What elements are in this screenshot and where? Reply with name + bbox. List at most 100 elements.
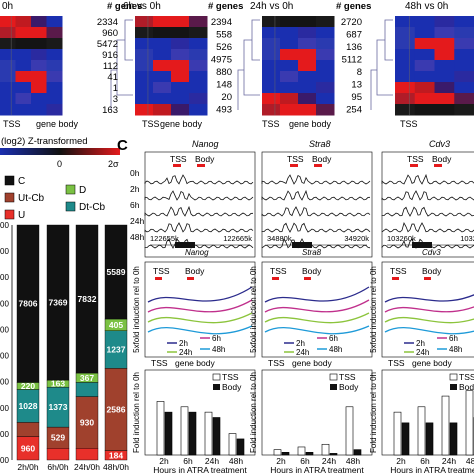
heatmap-title-48h: 48h vs 0h [405,1,448,12]
heatmap-cell [298,82,317,94]
line-legend-label: 48h [449,345,462,354]
heatmap-cell [0,104,16,116]
tss-region-mark [173,164,181,167]
gene-count: 4975 [211,55,232,66]
heatmap-cell [395,60,416,72]
heatmap-cell [31,49,47,61]
line-x-body: gene body [412,358,452,368]
heatmap-cell [153,82,172,94]
line-tss-label: TSS [153,266,170,276]
segment-label: 405 [109,320,123,330]
heatmap-cell [46,16,63,28]
heatmap-cell [454,60,474,72]
stacked-bar-chart: 00 00 00 00 00 00 00 00 00 00 960 1028 220 7806 2h/0h 5… [0,221,129,472]
fold-bar [188,411,197,456]
heatmap-cell [15,93,32,105]
fold-bar [449,422,458,456]
coord-end: 122665k [223,234,252,243]
heatmap-cell [395,27,416,39]
segment-label: 7369 [49,298,68,308]
line-x-tss: TSS [268,358,285,368]
bar-y-label: Fold induction rel to 0h [369,372,378,453]
heatmap-cell [15,38,32,50]
heatmap-cell [189,27,208,39]
track-body-label: Body [195,154,215,164]
heatmap-tss-label-3: TSS [262,119,280,129]
tss-region-mark [290,164,298,167]
bar-y-label: Fold induction rel to 0h [249,372,258,453]
gene-count: 880 [216,67,232,78]
heatmap-cell [316,38,335,50]
heatmap-cell [171,71,190,83]
heatmap-cell [0,38,16,50]
bar-legend-tss: TSS [222,372,239,382]
fold-bar [321,443,330,456]
heatmap-cell [31,38,47,50]
heatmap-cell [153,27,172,39]
heatmap-cell [262,49,281,61]
heatmap-cell [454,38,474,50]
heatmap-cell [262,16,281,28]
ytick-label: 00 [0,325,9,334]
ytick-label: 00 [0,352,9,361]
signal-track [261,237,371,249]
fold-bar [180,406,189,456]
heatmap-cell [262,93,281,105]
fold-bar [425,422,434,456]
line-body-label: Body [422,266,442,276]
bar-x-tick: 2h [276,456,286,466]
heatmap-cell [414,38,435,50]
genes-header-1: # genes [107,1,142,12]
legend-swatch-tss [212,373,221,381]
segment-label: 7832 [78,294,97,304]
signal-track [261,222,371,233]
heatmap-tss-label-1: TSS [3,119,21,129]
heatmap-cell [189,104,208,116]
bar-x-label: Hours in ATRA treatment [270,465,364,474]
coord-start: 122655k [150,234,179,243]
colorscale-bar [0,148,120,155]
heatmap-cell [262,71,281,83]
heatmap-cell [262,82,281,94]
heatmap-cell [15,16,32,28]
fold-bar [204,411,213,456]
gene-count: 558 [216,30,232,41]
heatmap-cell [153,93,172,105]
stack-legend: C Ut-Cb U D Dt-Cb [4,175,106,221]
fold-bar [273,449,282,456]
line-body-label: Body [185,266,205,276]
fold-bar [156,401,165,456]
track-body-label: Body [432,154,452,164]
heatmap-cell [262,38,281,50]
bar-x-label: 6h/0h [47,462,69,472]
segment-label: 930 [80,417,94,427]
line-x-body: gene body [292,358,332,368]
heatmap-cell [171,16,190,28]
legend-swatch-body [213,384,220,390]
heatmap-cell [153,71,172,83]
heatmap-cell [15,82,32,94]
signal-track [261,206,371,217]
bar-y-label: Fold induction rel to 0h [132,372,141,453]
heatmap-cell [0,82,16,94]
line-plot-frame [261,261,373,358]
stack-segment [104,224,128,320]
legend-swatch [4,175,15,186]
track-body-label: Body [312,154,332,164]
legend-label: D [79,185,86,196]
heatmap-cell [414,27,435,39]
legend-label: U [18,210,25,221]
line-plot-frame [381,261,474,358]
heatmap-cell [153,16,172,28]
bar-plot-frame [144,369,256,456]
segment-label: 7806 [19,299,38,309]
gene-count: 526 [216,42,232,53]
heatmap-cell [0,71,16,83]
bar-x-label: 2h/0h [17,462,39,472]
dendrogram [370,19,393,110]
signal-track [144,222,254,233]
heatmap-cell [280,38,299,50]
legend-swatch-body [330,384,337,390]
heatmap-cell [280,104,299,116]
